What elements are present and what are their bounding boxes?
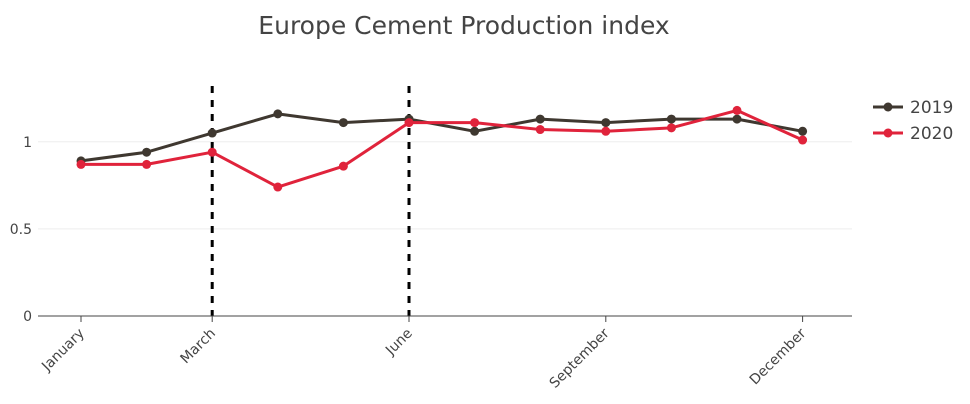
x-tick-label: June bbox=[382, 326, 416, 360]
data-point-2020 bbox=[666, 123, 676, 133]
data-point-2019 bbox=[470, 126, 480, 136]
legend: 2019 2020 bbox=[873, 98, 953, 144]
data-point-2020 bbox=[732, 105, 742, 115]
data-point-2020 bbox=[207, 147, 217, 157]
series-line-2020 bbox=[81, 108, 804, 189]
x-tick-label: March bbox=[178, 326, 219, 367]
y-tick-label: 0.5 bbox=[10, 222, 32, 238]
data-point-2020 bbox=[470, 118, 480, 128]
data-point-2019 bbox=[273, 109, 283, 119]
data-point-2020 bbox=[142, 159, 152, 169]
data-point-2020 bbox=[798, 135, 808, 145]
data-point-2019 bbox=[601, 118, 611, 128]
y-tick-label: 1 bbox=[23, 135, 32, 151]
x-tick-label: September bbox=[547, 325, 613, 391]
data-point-2019 bbox=[142, 147, 152, 157]
data-point-2020 bbox=[338, 161, 348, 171]
data-point-2019 bbox=[732, 114, 742, 124]
data-point-2019 bbox=[535, 114, 545, 124]
data-point-2019 bbox=[798, 126, 808, 136]
annotation-lines bbox=[210, 86, 411, 316]
series-line-2019 bbox=[80, 112, 803, 163]
data-point-2020 bbox=[404, 118, 414, 128]
data-point-2019 bbox=[207, 128, 217, 138]
x-tick-label: December bbox=[747, 325, 810, 388]
y-tick-label: 0 bbox=[23, 309, 32, 325]
data-point-2020 bbox=[601, 126, 611, 136]
legend-marker-2020 bbox=[883, 128, 893, 138]
series bbox=[76, 105, 808, 192]
data-point-2019 bbox=[338, 118, 348, 128]
data-point-2020 bbox=[535, 125, 545, 135]
axes: 0 0.5 1 January March June September December bbox=[10, 135, 852, 392]
legend-marker-2019 bbox=[883, 102, 893, 112]
legend-label-2019: 2019 bbox=[910, 98, 953, 118]
legend-label-2020: 2020 bbox=[910, 124, 953, 144]
data-point-2020 bbox=[76, 159, 86, 169]
data-point-2020 bbox=[273, 182, 283, 192]
data-point-2019 bbox=[666, 114, 676, 124]
chart-title: Europe Cement Production index bbox=[258, 11, 669, 40]
x-tick-label: January bbox=[38, 326, 88, 376]
grid-lines bbox=[38, 141, 852, 230]
